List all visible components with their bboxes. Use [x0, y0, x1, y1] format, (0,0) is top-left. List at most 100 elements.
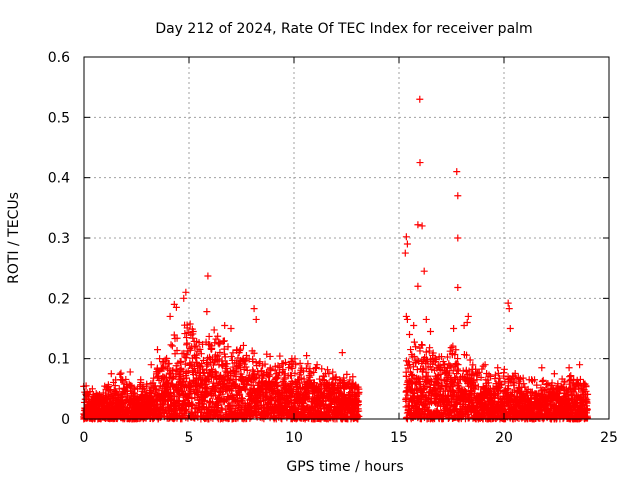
data-point	[506, 325, 514, 332]
data-point	[420, 267, 428, 275]
data-point	[538, 364, 546, 372]
data-point	[239, 341, 247, 349]
data-point	[539, 376, 547, 384]
data-point	[310, 368, 318, 376]
data-point	[403, 240, 411, 248]
data-point	[199, 365, 207, 373]
data-point	[343, 370, 351, 378]
data-point	[450, 325, 458, 332]
data-point	[166, 312, 174, 320]
data-point	[167, 341, 175, 349]
data-point	[310, 379, 318, 387]
data-point	[338, 349, 346, 357]
data-point	[214, 352, 222, 360]
data-point	[130, 389, 138, 397]
data-point	[183, 374, 191, 382]
data-point	[266, 364, 274, 372]
data-point	[191, 343, 199, 351]
y-tick-label: 0.5	[48, 110, 70, 126]
data-point	[288, 365, 296, 373]
data-point	[279, 366, 287, 374]
data-point	[453, 168, 461, 176]
data-point	[105, 390, 113, 398]
data-point	[116, 370, 124, 378]
data-point	[150, 374, 158, 382]
data-point	[550, 370, 558, 378]
data-point	[235, 402, 243, 410]
data-point	[215, 340, 223, 348]
data-point	[340, 378, 348, 386]
data-point	[268, 394, 276, 401]
data-point	[199, 340, 207, 348]
data-point	[236, 390, 244, 398]
data-point	[273, 382, 281, 390]
data-point	[197, 350, 205, 358]
data-point	[295, 379, 303, 387]
data-point	[252, 315, 260, 323]
data-point	[329, 368, 337, 376]
data-point	[276, 352, 284, 360]
data-point	[177, 357, 185, 365]
data-point	[120, 402, 128, 410]
data-point	[126, 368, 134, 376]
data-point	[410, 338, 418, 346]
data-point	[250, 305, 258, 313]
data-point	[418, 222, 426, 230]
x-axis-label: GPS time / hours	[286, 459, 403, 475]
data-point	[117, 369, 125, 377]
data-point	[183, 321, 191, 329]
data-point	[182, 288, 190, 296]
data-point	[189, 401, 197, 409]
data-point	[163, 354, 171, 362]
data-point	[206, 341, 214, 349]
data-point	[163, 378, 171, 386]
data-point	[416, 95, 424, 103]
data-point	[154, 346, 161, 354]
data-point	[249, 355, 257, 363]
data-point	[183, 339, 191, 347]
data-point	[427, 328, 434, 336]
data-point	[195, 338, 203, 346]
data-point	[312, 364, 320, 372]
data-point	[147, 361, 155, 369]
data-point	[261, 360, 269, 368]
data-point	[426, 344, 434, 352]
data-point	[454, 234, 462, 242]
data-point	[180, 294, 188, 302]
x-tick-label: 5	[185, 430, 194, 446]
data-point	[414, 282, 422, 290]
data-point	[236, 345, 244, 353]
data-point	[205, 332, 213, 340]
data-point	[402, 233, 410, 241]
data-point	[266, 352, 274, 360]
data-point	[406, 331, 413, 339]
data-point	[210, 326, 218, 334]
data-point	[180, 349, 188, 357]
data-point	[284, 396, 292, 404]
data-point	[168, 342, 176, 350]
data-point	[171, 393, 179, 401]
data-point	[259, 374, 267, 382]
data-point	[318, 365, 326, 373]
y-tick-label: 0.2	[48, 291, 70, 307]
data-point	[221, 353, 229, 361]
data-point	[316, 380, 324, 388]
data-point	[402, 372, 410, 380]
data-point	[340, 374, 348, 382]
data-point	[332, 373, 340, 381]
data-point	[208, 345, 216, 353]
data-point	[182, 354, 190, 362]
data-points	[80, 95, 592, 423]
data-point	[224, 343, 232, 351]
data-point	[500, 365, 508, 373]
data-point	[205, 378, 213, 386]
data-point	[576, 361, 584, 369]
data-point	[236, 347, 244, 355]
data-point	[292, 361, 300, 369]
data-point	[229, 349, 237, 357]
data-point	[213, 407, 221, 415]
y-tick-label: 0.6	[48, 50, 70, 66]
data-point	[401, 249, 409, 257]
data-point	[565, 364, 573, 372]
